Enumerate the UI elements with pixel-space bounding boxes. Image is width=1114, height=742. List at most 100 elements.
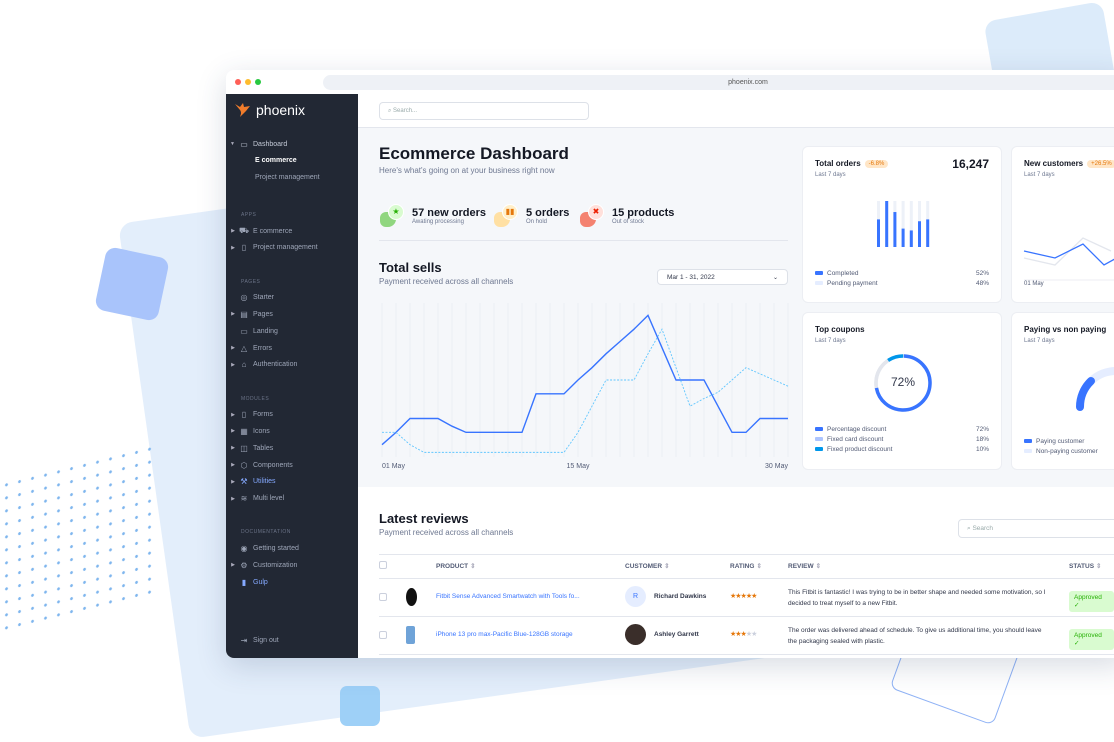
- legend-item: Non-paying customer: [1024, 448, 1114, 455]
- customer-name[interactable]: Richard Dawkins: [654, 593, 707, 600]
- legend-value: 48%: [975, 280, 989, 287]
- table-row: Fitbit Sense Advanced Smartwatch with To…: [358, 578, 1114, 616]
- top-navbar: ⌕ Search...: [358, 94, 1114, 128]
- stat-subtitle: Awating processing: [412, 219, 464, 225]
- sidebar-item-multi-level[interactable]: ▶ ≋ Multi level: [226, 493, 284, 505]
- new-customers-card: New customers +26.5% Last 7 days 01 May: [1011, 146, 1114, 303]
- sidebar-item-label: E commerce: [253, 227, 293, 235]
- new-customers-line-chart: [1023, 237, 1114, 281]
- bar: [901, 228, 905, 247]
- warning-icon: △: [240, 343, 248, 353]
- maximize-dot[interactable]: [255, 79, 261, 85]
- sidebar-item-project-management[interactable]: ▶ ▯ Project management: [226, 242, 317, 254]
- row-checkbox[interactable]: [379, 593, 387, 601]
- product-link[interactable]: Fitbit Sense Advanced Smartwatch with To…: [436, 593, 580, 600]
- legend-swatch: [815, 447, 823, 452]
- logo[interactable]: phoenix: [234, 102, 305, 118]
- sidebar-item-forms[interactable]: ▶ ▯ Forms: [226, 409, 273, 421]
- stat-title: 57 new orders: [412, 207, 486, 219]
- sidebar-subitem[interactable]: Project management: [255, 174, 320, 181]
- global-search-input[interactable]: ⌕ Search...: [379, 102, 589, 120]
- sidebar-item-gulp[interactable]: ▮ Gulp: [226, 576, 268, 588]
- sidebar-item-label: Customization: [253, 561, 298, 569]
- rating-stars: ★★★★★: [730, 593, 757, 600]
- sign-out-label: Sign out: [253, 636, 279, 644]
- total-sells-subtitle: Payment received across all channels: [379, 277, 514, 286]
- x-tick-label: 15 May: [567, 463, 590, 470]
- review-text: The order was delivered ahead of schedul…: [788, 627, 1042, 645]
- sidebar-item-e-commerce[interactable]: ▶ ⛟ E commerce: [226, 225, 292, 237]
- sidebar-item-components[interactable]: ▶ ⬡ Components: [226, 459, 293, 471]
- phoenix-logo-icon: [235, 103, 250, 117]
- sidebar-item-label: Pages: [253, 310, 273, 318]
- customer-name[interactable]: Ashley Garrett: [654, 631, 699, 638]
- rating-stars: ★★★★★: [730, 631, 757, 638]
- stat-item: ▮▮ 5 orders On hold: [494, 203, 569, 229]
- sort-icon: ⇕: [1096, 563, 1102, 570]
- sidebar-section-title: PAGES: [241, 278, 261, 285]
- card-period: Last 7 days: [1024, 172, 1055, 178]
- sidebar-item-dashboard[interactable]: ▼ ▭ Dashboard: [226, 138, 287, 150]
- total-sells-chart: 01 May 15 May 30 May: [381, 303, 788, 470]
- legend-value: 18%: [975, 436, 989, 443]
- row-checkbox[interactable]: [379, 631, 387, 639]
- product-link[interactable]: iPhone 13 pro max-Pacific Blue-128GB sto…: [436, 631, 573, 638]
- stat-title: 15 products: [612, 207, 675, 219]
- table-row: iPhone 13 pro max-Pacific Blue-128GB sto…: [358, 616, 1114, 654]
- decor-dot-grid: [0, 440, 160, 640]
- status-badge: Approved ✓: [1069, 629, 1114, 650]
- legend-label: Percentage discount: [827, 426, 887, 433]
- donut-slice: [874, 354, 932, 412]
- caret-right-icon: ▶: [231, 428, 235, 435]
- column-header-review[interactable]: REVIEW ⇕: [788, 563, 822, 570]
- sidebar-item-starter[interactable]: ◎ Starter: [226, 292, 275, 304]
- reviews-search-input[interactable]: ⌕ Search: [958, 519, 1114, 538]
- date-range-select[interactable]: Mar 1 - 31, 2022 ⌄: [657, 269, 788, 285]
- sidebar-item-label: Multi level: [253, 495, 285, 503]
- star-icon: ★: [380, 203, 406, 229]
- x-icon: ✖: [580, 203, 606, 229]
- select-all-checkbox[interactable]: [379, 561, 387, 569]
- sidebar-item-icons[interactable]: ▶ ▦ Icons: [226, 425, 270, 437]
- chevron-down-icon: ⌄: [772, 275, 778, 281]
- stat-item: ✖ 15 products Out of stock: [580, 203, 674, 229]
- sidebar-item-label: Tables: [253, 444, 274, 452]
- sidebar-item-tables[interactable]: ▶ ◫ Tables: [226, 442, 273, 454]
- bar-track: [909, 201, 913, 247]
- pause-icon: ▮▮: [494, 203, 520, 229]
- column-header-product[interactable]: PRODUCT ⇕: [436, 563, 476, 570]
- package-icon: ⬡: [240, 460, 248, 470]
- minimize-dot[interactable]: [245, 79, 251, 85]
- tool-icon: ⚒: [240, 477, 248, 487]
- caret-right-icon: ▶: [231, 562, 235, 569]
- close-dot[interactable]: [235, 79, 241, 85]
- layout-icon: ▤: [240, 309, 248, 319]
- sidebar-item-utilities[interactable]: ▶ ⚒ Utilities: [226, 476, 276, 488]
- sidebar-item-authentication[interactable]: ▶ ⌂ Authentication: [226, 359, 297, 371]
- orders-bar-chart: [877, 201, 930, 247]
- sidebar-subitem[interactable]: E commerce: [255, 157, 297, 164]
- sidebar-item-label: Utilities: [253, 478, 276, 486]
- sidebar-item-customization[interactable]: ▶ ⚙ Customization: [226, 559, 297, 571]
- legend-item: Percentage discount 72%: [815, 426, 989, 433]
- caret-down-icon: ▼: [230, 141, 235, 147]
- sidebar-item-getting-started[interactable]: ◉ Getting started: [226, 542, 299, 554]
- sign-out-button[interactable]: ⇥ Sign out: [226, 634, 279, 646]
- monitor-icon: ▭: [240, 326, 248, 336]
- smartwatch-image: [406, 588, 417, 606]
- column-header-status[interactable]: STATUS ⇕: [1069, 563, 1102, 570]
- legend-label: Fixed product discount: [827, 446, 893, 453]
- sidebar-item-landing[interactable]: ▭ Landing: [226, 325, 278, 337]
- legend-item: Completed 52%: [815, 270, 989, 277]
- clipboard-icon: ▯: [241, 243, 247, 253]
- sidebar-item-errors[interactable]: ▶ △ Errors: [226, 342, 272, 354]
- card-title: New customers: [1024, 159, 1084, 168]
- check-icon: ✓: [1074, 602, 1080, 609]
- address-bar[interactable]: phoenix.com: [323, 75, 1114, 90]
- brand-name: phoenix: [256, 102, 306, 118]
- sidebar-item-pages[interactable]: ▶ ▤ Pages: [226, 308, 273, 320]
- column-header-rating[interactable]: RATING ⇕: [730, 563, 762, 570]
- decor-square: [94, 246, 170, 322]
- bar: [909, 230, 913, 247]
- column-header-customer[interactable]: CUSTOMER ⇕: [625, 563, 670, 570]
